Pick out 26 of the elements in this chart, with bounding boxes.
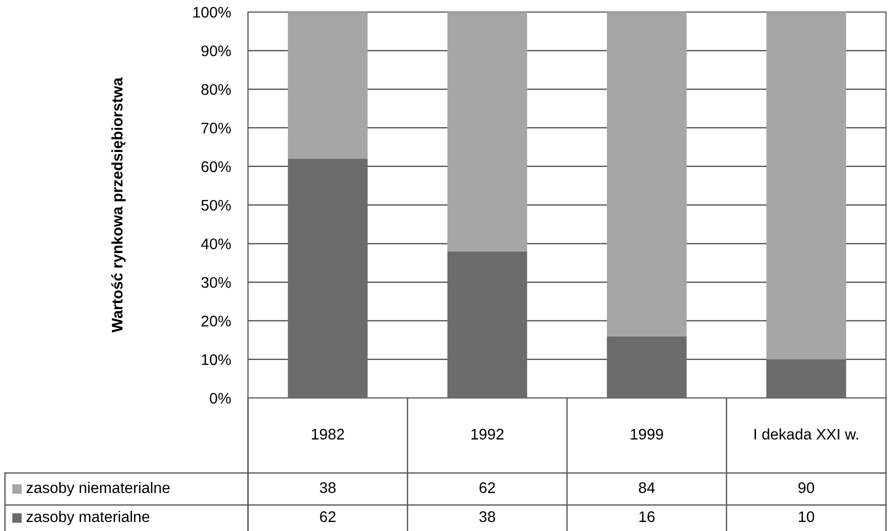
legend-label: zasoby niematerialne (26, 482, 170, 496)
y-tick-label: 100% (193, 6, 231, 18)
x-tick-label: I dekada XXI w. (754, 428, 858, 440)
y-tick-label: 0% (210, 392, 231, 404)
data-label: 10 (798, 511, 814, 522)
y-tick-label: 10% (202, 354, 231, 366)
data-label: 90 (798, 482, 814, 494)
data-label: 84 (638, 482, 655, 494)
y-tick-label: 80% (201, 84, 231, 95)
y-tick-label: 90% (201, 45, 231, 56)
legend-label: zasoby materialne (26, 510, 150, 526)
data-label: 38 (320, 482, 336, 494)
data-label: 62 (480, 482, 495, 494)
y-tick-label: 70% (202, 122, 231, 134)
data-label: 62 (320, 511, 336, 522)
data-label: 16 (639, 511, 655, 522)
y-axis-title: Wartość rynkowa przedsiębiorstwa (111, 77, 126, 332)
y-tick-label: 40% (201, 238, 231, 250)
y-tick-label: 30% (201, 277, 231, 288)
y-tick-label: 20% (202, 316, 231, 326)
y-tick-label: 60% (202, 161, 231, 172)
data-label: 38 (479, 511, 496, 522)
x-tick-label: 1982 (312, 428, 344, 440)
y-tick-label: 50% (201, 200, 231, 211)
x-tick-label: 1992 (471, 428, 504, 440)
x-tick-label: 1999 (630, 428, 664, 440)
